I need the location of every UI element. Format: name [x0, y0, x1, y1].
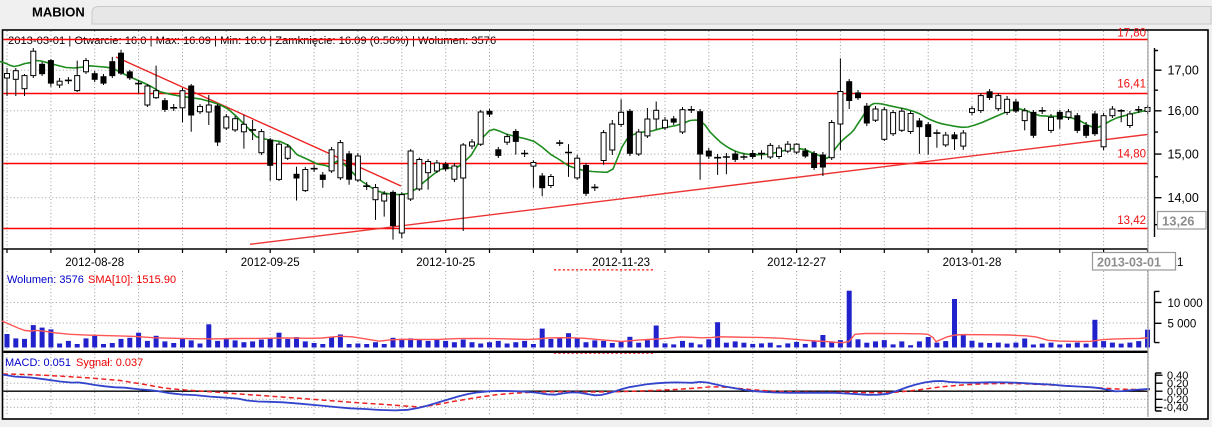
svg-text:16,00: 16,00 [1168, 104, 1199, 118]
svg-text:13,26: 13,26 [1162, 213, 1195, 228]
svg-text:2012-11-23: 2012-11-23 [592, 257, 650, 269]
svg-text:14,80: 14,80 [1117, 149, 1146, 161]
svg-text:MACD: 0.051: MACD: 0.051 [5, 357, 71, 369]
svg-text:SMA[10]: 1515.90: SMA[10]: 1515.90 [88, 274, 176, 286]
svg-text:1: 1 [1177, 257, 1183, 269]
svg-text:2012-09-25: 2012-09-25 [241, 257, 300, 269]
svg-text:13,42: 13,42 [1117, 215, 1146, 227]
svg-text:2012-10-25: 2012-10-25 [416, 257, 475, 269]
svg-text:0,40: 0,40 [1167, 370, 1188, 382]
svg-text:2012-08-28: 2012-08-28 [65, 257, 124, 269]
svg-text:17,80: 17,80 [1117, 27, 1146, 39]
svg-text:Wolumen: 3576: Wolumen: 3576 [7, 274, 84, 286]
svg-text:5 000: 5 000 [1168, 319, 1197, 331]
svg-text:2013-03-01 | Otwarcie: 16.0 |: 2013-03-01 | Otwarcie: 16.0 | Max: 16.09… [8, 35, 496, 47]
svg-text:MABION: MABION [32, 5, 85, 20]
svg-text:-0,20: -0,20 [1163, 394, 1188, 406]
svg-text:2013-01-28: 2013-01-28 [943, 257, 1002, 269]
svg-text:Sygnał: 0.037: Sygnał: 0.037 [76, 357, 143, 369]
svg-text:17,00: 17,00 [1168, 64, 1199, 78]
svg-text:16,41: 16,41 [1117, 79, 1146, 91]
svg-text:0,00: 0,00 [1167, 386, 1188, 398]
svg-text:15,00: 15,00 [1168, 147, 1199, 161]
svg-text:10 000: 10 000 [1168, 298, 1203, 310]
svg-text:14,00: 14,00 [1168, 191, 1199, 205]
svg-text:-0,40: -0,40 [1163, 402, 1188, 414]
svg-text:0,20: 0,20 [1167, 378, 1188, 390]
svg-text:2012-12-27: 2012-12-27 [767, 257, 826, 269]
svg-text:2013-03-01: 2013-03-01 [1097, 255, 1161, 269]
